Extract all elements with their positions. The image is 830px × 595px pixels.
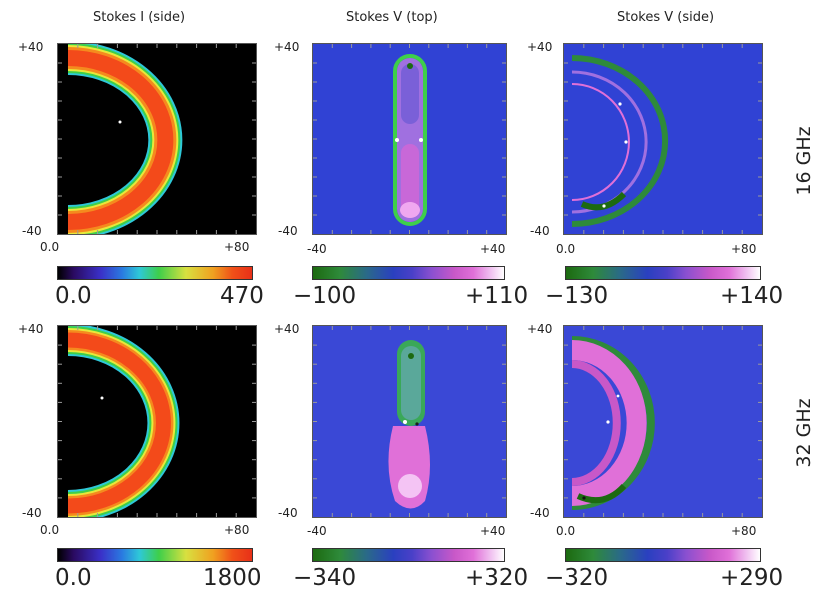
panel-stokes-i-side-32ghz <box>57 325 257 518</box>
row-label-16ghz: 16 GHz <box>793 126 815 196</box>
xtick-right: +80 <box>224 240 250 254</box>
ytick-bottom: -40 <box>530 506 550 520</box>
colorbar-min-label: −130 <box>545 283 609 309</box>
xtick-left: -40 <box>307 242 327 256</box>
colorbar-min-label: 0.0 <box>55 565 92 591</box>
panel-stokes-i-side-16ghz <box>57 43 257 235</box>
ytick-top: +40 <box>274 40 300 54</box>
colorbar-max-label: 1800 <box>203 565 262 591</box>
colorbar-max-label: +320 <box>465 565 529 591</box>
colorbar-intensity <box>57 266 253 280</box>
xtick-right: +80 <box>224 523 250 537</box>
panel-stokes-v-side-32ghz <box>563 325 763 518</box>
ring-image-stokes-i-32ghz <box>58 326 256 517</box>
xtick-left: -40 <box>307 524 327 538</box>
xtick-right: +40 <box>480 524 506 538</box>
colorbar-max-label: +140 <box>720 283 784 309</box>
stokes-v-side-image-16ghz <box>564 44 762 234</box>
panel-stokes-v-top-16ghz <box>312 43 507 235</box>
ytick-bottom: -40 <box>278 224 298 238</box>
panel-stokes-v-top-32ghz <box>312 325 507 518</box>
ytick-bottom: -40 <box>530 224 550 238</box>
column-title-stokes-v-side: Stokes V (side) <box>617 10 715 25</box>
ytick-bottom: -40 <box>22 506 42 520</box>
ytick-top: +40 <box>274 322 300 336</box>
stokes-v-top-image-16ghz <box>313 44 506 234</box>
ytick-bottom: -40 <box>278 506 298 520</box>
ytick-top: +40 <box>527 40 553 54</box>
colorbar-max-label: +110 <box>465 283 529 309</box>
row-label-32ghz: 32 GHz <box>793 398 815 468</box>
colorbar-intensity <box>57 548 253 562</box>
xtick-right: +80 <box>731 524 757 538</box>
colorbar-max-label: +290 <box>720 565 784 591</box>
xtick-left: 0.0 <box>556 242 576 256</box>
ytick-bottom: -40 <box>22 224 42 238</box>
ytick-top: +40 <box>18 40 44 54</box>
colorbar-signed <box>312 548 505 562</box>
xtick-right: +40 <box>480 242 506 256</box>
column-title-stokes-v-top: Stokes V (top) <box>346 10 438 25</box>
xtick-right: +80 <box>731 242 757 256</box>
panel-stokes-v-side-16ghz <box>563 43 763 235</box>
colorbar-max-label: 470 <box>220 283 264 309</box>
xtick-left: 0.0 <box>556 524 576 538</box>
colorbar-min-label: −320 <box>545 565 609 591</box>
colorbar-signed <box>565 548 761 562</box>
colorbar-signed <box>565 266 761 280</box>
stokes-v-top-image-32ghz <box>313 326 506 517</box>
ytick-top: +40 <box>527 322 553 336</box>
column-title-stokes-i-side: Stokes I (side) <box>93 10 186 25</box>
ring-image-stokes-i-16ghz <box>58 44 256 234</box>
colorbar-min-label: −100 <box>293 283 357 309</box>
ytick-top: +40 <box>18 322 44 336</box>
xtick-left: 0.0 <box>40 240 60 254</box>
colorbar-signed <box>312 266 505 280</box>
colorbar-min-label: 0.0 <box>55 283 92 309</box>
stokes-v-side-image-32ghz <box>564 326 762 517</box>
colorbar-min-label: −340 <box>293 565 357 591</box>
xtick-left: 0.0 <box>40 523 60 537</box>
